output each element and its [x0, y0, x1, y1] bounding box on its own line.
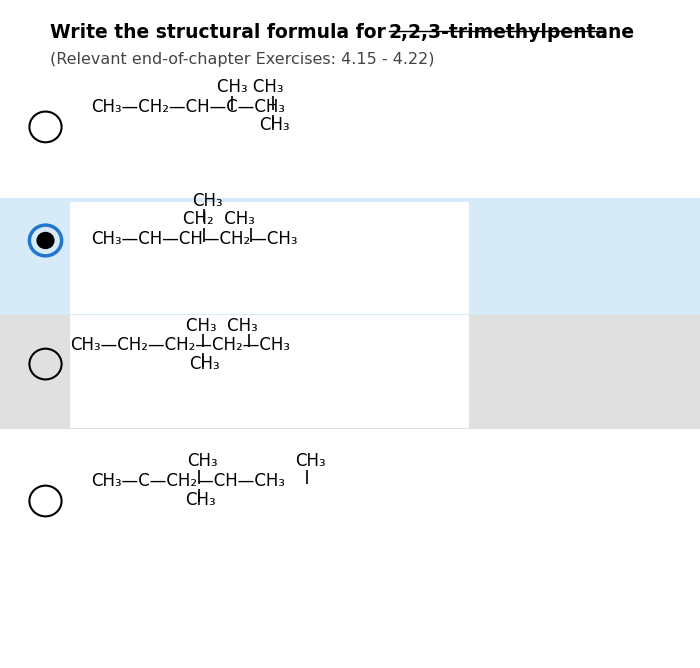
- Text: (Relevant end-of-chapter Exercises: 4.15 - 4.22): (Relevant end-of-chapter Exercises: 4.15…: [50, 52, 435, 67]
- FancyBboxPatch shape: [70, 202, 469, 314]
- Text: CH₃—CH₂—CH—C—CH₃: CH₃—CH₂—CH—C—CH₃: [91, 98, 285, 116]
- Text: CH₃: CH₃: [188, 452, 218, 470]
- Text: 2,2,3-trimethylpentane: 2,2,3-trimethylpentane: [389, 23, 635, 42]
- FancyBboxPatch shape: [0, 315, 700, 429]
- Text: CH₂  CH₃: CH₂ CH₃: [183, 210, 256, 228]
- Text: .: .: [599, 23, 606, 42]
- Text: CH₃—CH₂—CH₂—CH₂—CH₃: CH₃—CH₂—CH₂—CH₂—CH₃: [70, 336, 290, 354]
- Text: CH₃: CH₃: [189, 355, 220, 373]
- Text: CH₃ CH₃: CH₃ CH₃: [217, 78, 284, 96]
- Text: Write the structural formula for: Write the structural formula for: [50, 23, 393, 42]
- Text: CH₃: CH₃: [186, 491, 216, 509]
- FancyBboxPatch shape: [70, 315, 469, 428]
- Text: CH₃: CH₃: [193, 192, 223, 210]
- Text: CH₃: CH₃: [259, 116, 290, 134]
- Circle shape: [37, 232, 54, 248]
- Text: CH₃  CH₃: CH₃ CH₃: [186, 317, 258, 335]
- Text: CH₃—C—CH₂—CH—CH₃: CH₃—C—CH₂—CH—CH₃: [91, 472, 285, 490]
- FancyBboxPatch shape: [0, 198, 700, 429]
- Text: CH₃—CH—CH—CH₂—CH₃: CH₃—CH—CH—CH₂—CH₃: [91, 230, 298, 248]
- Text: CH₃: CH₃: [295, 452, 326, 470]
